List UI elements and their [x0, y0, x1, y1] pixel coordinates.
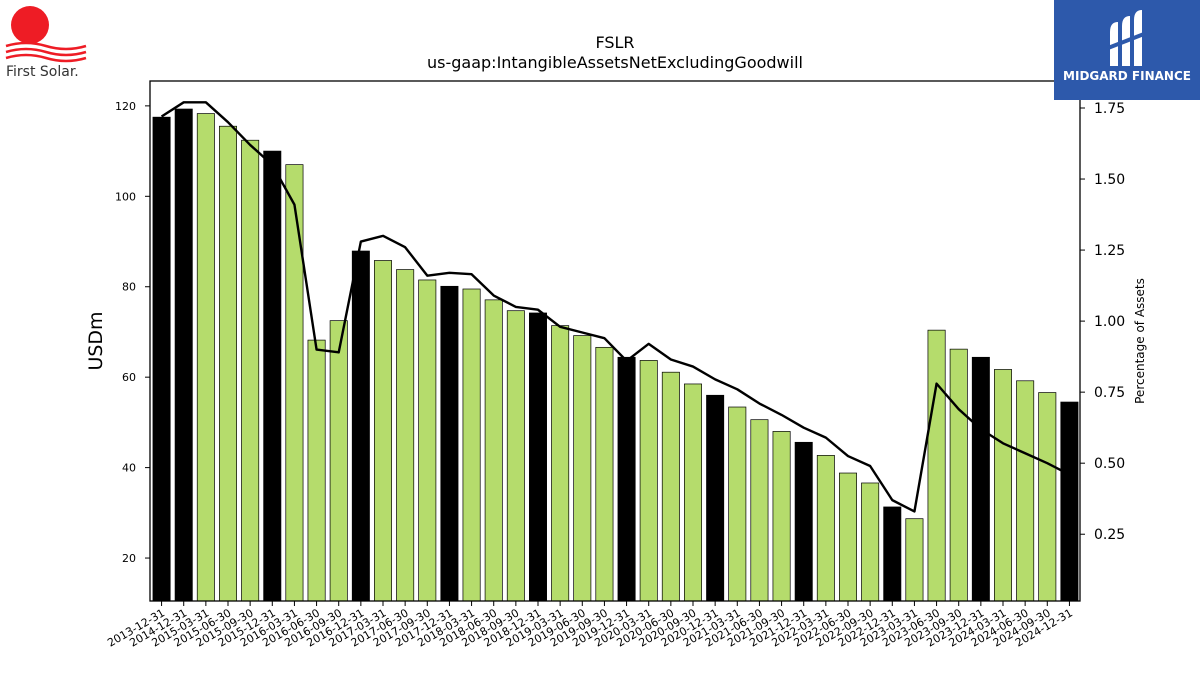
bar	[418, 279, 437, 602]
y-tick-label: 80	[122, 281, 136, 294]
y-tick-label: 20	[122, 552, 136, 565]
bar	[174, 108, 193, 602]
x-axis: 2013-12-312014-12-312015-03-312015-06-30…	[105, 601, 1075, 650]
bar	[684, 383, 702, 602]
bar	[861, 482, 880, 602]
bar	[794, 441, 813, 602]
bar	[573, 335, 592, 602]
bar	[617, 356, 636, 602]
y2-tick-label: 0.50	[1094, 456, 1125, 472]
bar	[661, 371, 680, 602]
bar	[219, 125, 237, 602]
bar	[462, 288, 481, 602]
bar	[1060, 401, 1079, 602]
bar	[772, 431, 791, 602]
y2-tick-label: 0.25	[1094, 527, 1125, 543]
bar	[374, 260, 392, 602]
bar	[529, 312, 547, 602]
midgard-finance-wordmark: MIDGARD FINANCE	[1063, 69, 1191, 83]
y2-tick-label: 1.00	[1094, 314, 1125, 330]
bar	[839, 472, 857, 602]
y2-tick-label: 1.50	[1094, 172, 1125, 188]
bar	[506, 310, 525, 602]
bar	[595, 346, 614, 602]
bar	[883, 506, 902, 602]
y2-tick-label: 1.75	[1094, 101, 1125, 117]
bar	[152, 116, 171, 602]
bar	[971, 356, 990, 602]
bar	[728, 406, 747, 602]
bar	[351, 250, 370, 602]
bar	[484, 299, 503, 602]
chart-subtitle: us-gaap:IntangibleAssetsNetExcludingGood…	[427, 53, 803, 72]
bar	[440, 285, 459, 602]
bar	[263, 150, 282, 602]
y-tick-label: 40	[122, 462, 136, 475]
bar	[396, 269, 415, 602]
bar	[816, 455, 835, 602]
bar	[196, 113, 215, 602]
bar	[994, 369, 1012, 602]
bar	[551, 325, 570, 602]
bar	[329, 320, 348, 602]
line-group	[160, 101, 1070, 513]
bar	[750, 419, 769, 602]
chart-title: FSLR	[595, 33, 634, 52]
bar	[1038, 392, 1057, 602]
first-solar-wordmark: First Solar.	[6, 64, 79, 80]
first-solar-logo: First Solar.	[0, 0, 100, 90]
y2-tick-label: 1.25	[1094, 243, 1125, 259]
bar	[241, 139, 260, 602]
y-tick-label: 120	[115, 100, 136, 113]
percentage-line	[160, 101, 1070, 513]
sun-icon	[11, 6, 49, 44]
bar	[285, 164, 304, 602]
midgard-finance-logo: MIDGARD FINANCE	[1054, 0, 1200, 100]
y2-axis-label: Percentage of Assets	[1133, 278, 1147, 404]
left-axis: 20 40 60 80 100 120	[115, 100, 150, 565]
midgard-m-icon	[1107, 10, 1145, 66]
right-axis: 0.25 0.50 0.75 1.00 1.25 1.50 1.75	[1080, 101, 1125, 543]
y-axis-label: USDm	[85, 311, 107, 370]
bar	[639, 360, 658, 602]
y2-tick-label: 0.75	[1094, 385, 1125, 401]
bars-group	[152, 108, 1079, 602]
bar	[307, 339, 326, 602]
plot-frame	[149, 80, 1081, 602]
bar	[706, 394, 725, 602]
waves-icon	[5, 41, 87, 63]
y-tick-label: 60	[122, 371, 136, 384]
bar	[1016, 380, 1035, 602]
bar	[949, 348, 968, 602]
bar	[905, 518, 924, 602]
y-tick-label: 100	[115, 190, 136, 203]
bar	[927, 329, 946, 602]
